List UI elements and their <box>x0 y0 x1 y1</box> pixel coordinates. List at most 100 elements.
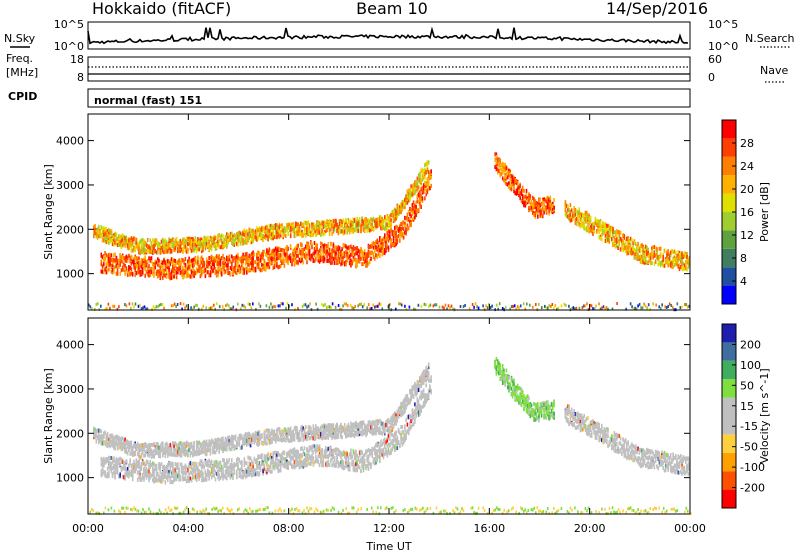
echo-cell <box>601 306 603 309</box>
echo-cell <box>664 305 666 308</box>
echo-cell <box>227 263 229 267</box>
y-tick-label: 1000 <box>56 268 84 281</box>
echo-cell <box>610 233 612 237</box>
echo-cell <box>430 175 432 179</box>
echo-cell <box>311 245 313 249</box>
echo-cell <box>540 197 542 201</box>
echo-cell <box>104 470 106 474</box>
echo-cell <box>112 305 114 308</box>
echo-cell <box>640 249 642 253</box>
echo-cell <box>664 249 666 253</box>
echo-cell <box>538 303 540 306</box>
echo-cell <box>347 304 349 307</box>
echo-cell <box>301 243 303 247</box>
echo-cell <box>157 305 159 308</box>
echo-cell <box>291 303 293 306</box>
echo-cell <box>353 307 355 310</box>
echo-cell <box>330 243 332 247</box>
echo-cell <box>225 304 227 307</box>
echo-cell <box>517 305 519 308</box>
echo-cell <box>520 304 522 307</box>
echo-cell <box>409 306 411 309</box>
echo-cell <box>306 260 308 264</box>
echo-cell <box>242 304 244 307</box>
echo-cell <box>345 263 347 267</box>
echo-cell <box>491 305 493 308</box>
echo-cell <box>216 302 218 305</box>
echo-cell <box>428 305 430 308</box>
echo-cell <box>222 234 224 238</box>
echo-cell <box>269 265 271 269</box>
echo-cell <box>595 305 597 308</box>
echo-cell <box>372 304 374 307</box>
echo-cell <box>302 305 304 308</box>
echo-cell <box>460 305 462 308</box>
power-echoes <box>88 152 690 311</box>
echo-cell <box>478 307 480 310</box>
echo-cell <box>660 254 662 258</box>
y-tick-label: 3000 <box>56 179 84 192</box>
echo-cell <box>359 303 361 306</box>
echo-cell <box>511 187 513 191</box>
echo-cell <box>176 237 178 241</box>
echo-cell <box>159 304 161 307</box>
echo-cell <box>442 306 444 309</box>
echo-cell <box>171 304 173 307</box>
echo-cell <box>537 215 539 219</box>
echo-cell <box>377 305 379 308</box>
colorbar-swatch <box>722 230 736 248</box>
echo-cell <box>124 303 126 306</box>
echo-cell <box>278 304 280 307</box>
echo-cell <box>373 228 375 232</box>
echo-cell <box>177 303 179 306</box>
echo-cell <box>197 261 199 265</box>
echo-cell <box>176 275 178 279</box>
echo-cell <box>451 305 453 308</box>
echo-cell <box>94 224 96 228</box>
echo-cell <box>405 231 407 235</box>
echo-cell <box>230 271 232 275</box>
nave-tick-bottom: 0 <box>708 71 715 84</box>
echo-cell <box>203 261 205 265</box>
velocity-echoes <box>90 357 692 515</box>
echo-cell <box>565 200 567 204</box>
echo-cell <box>166 275 168 279</box>
echo-cell <box>306 306 308 309</box>
echo-cell <box>517 181 519 185</box>
echo-cell <box>400 302 402 305</box>
echo-cell <box>518 306 520 309</box>
nsearch-label: N.Search <box>745 32 795 45</box>
echo-cell <box>98 225 100 229</box>
echo-cell <box>108 474 110 478</box>
echo-cell <box>254 252 256 256</box>
echo-cell <box>376 305 378 308</box>
freq-frame <box>88 57 690 81</box>
y-tick-label: 2000 <box>56 223 84 236</box>
echo-cell <box>428 170 430 174</box>
echo-cell <box>290 244 292 248</box>
colorbar-tick-label: 16 <box>740 206 754 219</box>
echo-cell <box>117 471 119 475</box>
echo-cell <box>418 186 420 190</box>
echo-cell <box>211 247 213 251</box>
nsearch-tick-top: 10^5 <box>708 18 738 31</box>
echo-cell <box>651 261 653 265</box>
echo-cell <box>445 304 447 307</box>
echo-cell <box>620 231 622 235</box>
echo-cell <box>316 243 318 247</box>
nsky-label: N.Sky <box>4 32 36 45</box>
echo-cell <box>403 236 405 240</box>
echo-cell <box>655 304 657 307</box>
echo-cell <box>561 304 563 307</box>
echo-cell <box>637 242 639 246</box>
echo-cell <box>144 274 146 278</box>
echo-cell <box>161 462 163 466</box>
echo-cell <box>186 304 188 307</box>
echo-cell <box>424 196 426 200</box>
echo-cell <box>197 256 199 260</box>
echo-cell <box>165 481 167 485</box>
echo-cell <box>240 270 242 274</box>
echo-cell <box>138 460 140 464</box>
echo-cell <box>180 265 182 269</box>
echo-cell <box>266 304 268 307</box>
